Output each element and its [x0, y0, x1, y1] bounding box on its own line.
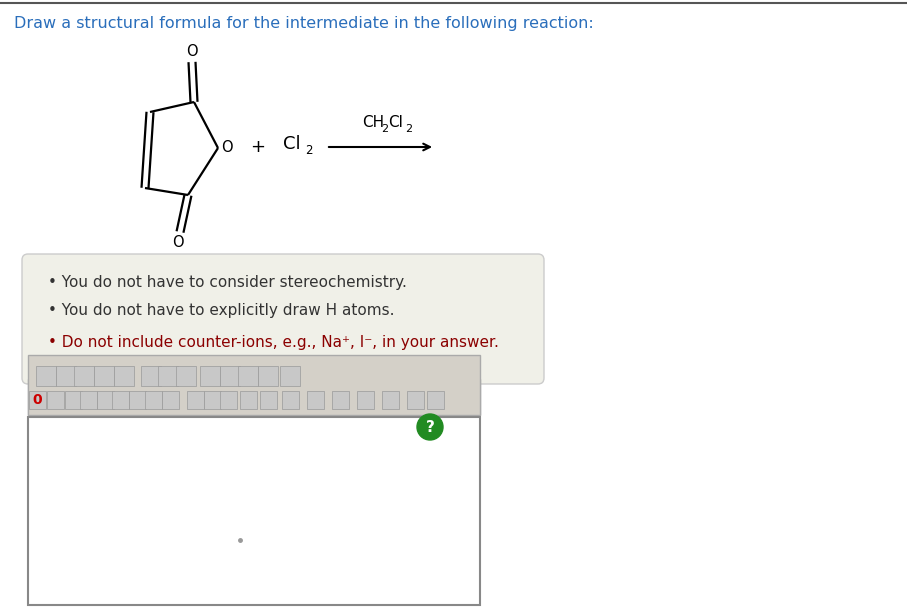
Text: 2: 2 — [405, 124, 413, 134]
Bar — [200, 366, 220, 386]
Bar — [114, 366, 134, 386]
Bar — [97, 391, 114, 409]
Bar — [28, 355, 480, 415]
Bar — [220, 391, 237, 409]
Bar — [238, 366, 258, 386]
Bar — [282, 391, 299, 409]
Text: 0: 0 — [32, 393, 42, 407]
Text: O: O — [186, 44, 198, 59]
Bar — [240, 391, 257, 409]
Bar — [162, 391, 179, 409]
Bar — [307, 391, 324, 409]
Bar — [187, 391, 204, 409]
Text: • You do not have to explicitly draw H atoms.: • You do not have to explicitly draw H a… — [48, 304, 395, 318]
Text: O: O — [221, 140, 232, 156]
Bar — [65, 391, 82, 409]
Bar — [407, 391, 424, 409]
Bar — [427, 391, 444, 409]
Bar — [145, 391, 162, 409]
Text: ?: ? — [425, 420, 434, 434]
Bar — [204, 391, 221, 409]
Bar — [80, 391, 97, 409]
Text: • You do not have to consider stereochemistry.: • You do not have to consider stereochem… — [48, 276, 407, 290]
Text: 2: 2 — [382, 124, 388, 134]
FancyBboxPatch shape — [22, 254, 544, 384]
Text: CH: CH — [363, 115, 385, 130]
Text: Cl: Cl — [388, 115, 404, 130]
Bar — [56, 366, 76, 386]
Bar — [28, 379, 480, 415]
Bar — [260, 391, 277, 409]
Bar — [258, 366, 278, 386]
Text: +: + — [250, 138, 266, 156]
Circle shape — [417, 414, 443, 440]
Bar — [176, 366, 196, 386]
Bar — [36, 366, 56, 386]
Bar — [74, 366, 94, 386]
Text: 2: 2 — [305, 143, 313, 157]
Bar — [28, 417, 480, 605]
Text: Draw a structural formula for the intermediate in the following reaction:: Draw a structural formula for the interm… — [14, 16, 594, 31]
Bar — [29, 391, 46, 409]
Bar — [220, 366, 240, 386]
Bar — [382, 391, 399, 409]
Text: O: O — [172, 235, 184, 250]
Bar — [357, 391, 374, 409]
Text: • Do not include counter-ions, e.g., Na⁺, I⁻, in your answer.: • Do not include counter-ions, e.g., Na⁺… — [48, 334, 499, 350]
Bar — [158, 366, 178, 386]
Bar — [332, 391, 349, 409]
Bar — [112, 391, 129, 409]
Bar — [280, 366, 300, 386]
Bar — [129, 391, 146, 409]
Bar — [94, 366, 114, 386]
Bar — [141, 366, 161, 386]
Text: Cl: Cl — [283, 135, 300, 153]
Bar — [47, 391, 64, 409]
